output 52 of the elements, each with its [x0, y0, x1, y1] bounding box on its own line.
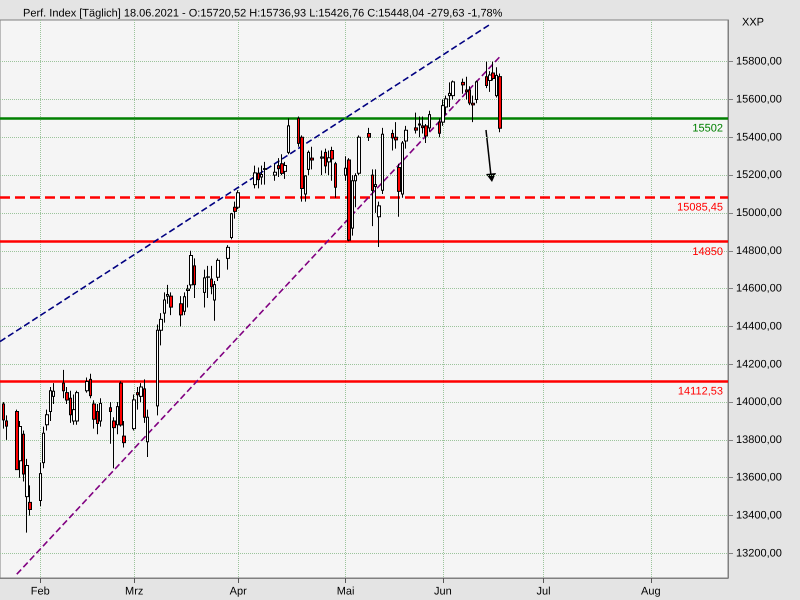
candlestick [330, 146, 334, 182]
y-tick-label: 13400,00 [736, 510, 782, 522]
candlestick [253, 165, 257, 189]
candlestick [418, 116, 421, 138]
candlestick [260, 165, 263, 186]
y-tick-label: 13600,00 [736, 472, 782, 484]
candlestick [75, 390, 79, 426]
candlestick [72, 394, 76, 426]
x-tick-label: Mai [336, 586, 354, 598]
y-tick-label: 14600,00 [736, 282, 782, 295]
y-tick-label: 14200,00 [736, 358, 782, 370]
candlestick [280, 154, 284, 176]
candlestick [485, 61, 488, 89]
y-tick-label: 15600,00 [736, 93, 782, 106]
y-tick-label: 13800,00 [736, 434, 782, 446]
y-tick-label: 15200,00 [736, 169, 782, 182]
candlestick [203, 269, 206, 308]
y-tick-label: 15400,00 [736, 131, 782, 144]
ref-line-label: 15085,45 [677, 201, 723, 214]
candlestick [394, 122, 398, 150]
y-tick-label: 15800,00 [736, 56, 782, 68]
candlestick [371, 168, 374, 227]
x-tick-label: Apr [230, 586, 248, 598]
ref-line-label: 14850 [692, 246, 723, 258]
y-tick-label: 14000,00 [736, 396, 782, 408]
candlestick [257, 167, 260, 189]
candlestick [263, 161, 267, 186]
candlestick [307, 150, 310, 176]
y-tick-label: 15000,00 [736, 206, 782, 219]
candlestick [179, 296, 183, 327]
candlestick [324, 148, 327, 174]
candlestick [216, 258, 220, 282]
x-tick-label: Feb [30, 586, 50, 598]
ref-line-label: 14112,53 [678, 385, 723, 398]
x-tick-label: Aug [641, 586, 661, 598]
candlestick [320, 150, 324, 176]
y-tick-label: 14800,00 [736, 244, 782, 257]
chart-title: Perf. Index [Täglich] 18.06.2021 - O:15720,52 H:15736,93 L:15426,76 C:15448,04 -279,63 -1,78% [23, 8, 503, 20]
x-tick-label: Mrz [125, 586, 144, 598]
x-tick-label: Jun [434, 586, 452, 598]
y-axis-title: XXP [742, 16, 764, 28]
candlestick [277, 158, 280, 178]
candlestick [367, 127, 371, 142]
candlestick [287, 118, 290, 155]
candlestick [69, 390, 72, 424]
ref-line-label: 15502 [692, 122, 723, 134]
y-tick-label: 13200,00 [736, 547, 782, 560]
x-tick-label: Jul [536, 586, 551, 598]
y-tick-label: 14400,00 [736, 320, 782, 332]
candlestick [226, 244, 230, 270]
candlestick [414, 112, 418, 134]
candlestick [381, 127, 384, 195]
